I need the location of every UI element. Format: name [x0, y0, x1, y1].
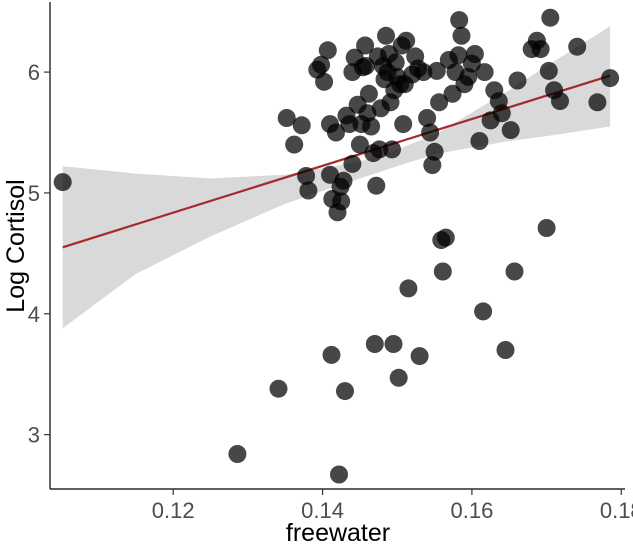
data-point	[492, 104, 511, 123]
data-point	[336, 382, 354, 401]
data-point	[450, 11, 469, 30]
data-point	[330, 465, 348, 484]
data-point	[367, 176, 386, 195]
x-tick-label: 0.12	[152, 498, 195, 523]
data-point	[365, 335, 384, 353]
data-point	[475, 63, 494, 82]
x-tick-label: 0.16	[451, 498, 494, 523]
data-point	[269, 379, 288, 398]
y-tick-label: 4	[28, 302, 40, 327]
y-ticks: 3 4 5 6	[28, 60, 50, 448]
data-point	[321, 165, 339, 184]
data-point	[53, 173, 72, 192]
data-point	[312, 55, 331, 74]
data-point	[299, 181, 318, 200]
axes-layer	[49, 2, 625, 490]
data-point	[399, 279, 418, 298]
data-point	[537, 219, 556, 237]
data-point	[327, 123, 345, 142]
data-point	[356, 36, 375, 55]
data-point	[277, 109, 296, 127]
x-axis-title: freewater	[286, 519, 390, 547]
data-point	[322, 345, 341, 364]
data-point	[425, 142, 444, 161]
data-point	[386, 53, 405, 72]
x-ticks: 0.12 0.14 0.16 0.18	[152, 489, 633, 523]
y-tick-label: 5	[28, 181, 40, 206]
data-point	[452, 26, 471, 45]
data-point	[588, 93, 607, 112]
data-point	[394, 115, 413, 134]
data-point	[551, 92, 569, 111]
data-point	[410, 347, 429, 366]
data-point	[496, 341, 515, 359]
data-point	[505, 262, 524, 281]
data-point	[474, 302, 493, 321]
data-point	[601, 69, 620, 88]
data-point	[470, 132, 489, 150]
data-point	[436, 228, 455, 247]
data-point	[370, 140, 389, 159]
data-point	[531, 40, 550, 59]
regression-line	[62, 74, 611, 249]
data-point	[568, 37, 587, 56]
y-tick-label: 3	[28, 423, 40, 448]
data-point	[501, 121, 520, 140]
x-tick-label: 0.18	[600, 498, 633, 523]
data-point	[285, 135, 304, 154]
data-point	[433, 262, 452, 281]
data-point	[350, 135, 369, 154]
data-point	[541, 8, 560, 27]
data-point	[297, 167, 316, 185]
data-point	[362, 117, 381, 136]
data-point	[397, 31, 416, 50]
data-point	[418, 109, 437, 127]
data-point	[539, 61, 558, 80]
data-point	[359, 84, 378, 103]
points-layer	[53, 8, 620, 484]
data-point	[508, 71, 527, 90]
y-axis-title: Log Cortisol	[2, 179, 30, 312]
data-point	[449, 46, 468, 65]
data-point	[334, 171, 353, 190]
data-point	[343, 154, 362, 173]
data-point	[384, 335, 403, 353]
data-point	[421, 123, 440, 142]
y-tick-label: 6	[28, 60, 40, 85]
data-point	[292, 116, 311, 135]
data-point	[430, 93, 449, 112]
fit-line-layer	[62, 74, 611, 249]
data-point	[414, 63, 433, 82]
data-point	[377, 26, 395, 45]
data-point	[332, 192, 351, 211]
data-point	[423, 156, 442, 175]
data-point	[383, 140, 401, 159]
data-point	[318, 41, 337, 60]
data-point	[389, 368, 408, 387]
data-point	[315, 72, 334, 91]
data-point	[427, 61, 446, 80]
data-point	[228, 445, 247, 463]
x-tick-label: 0.14	[301, 498, 344, 523]
data-point	[465, 45, 484, 63]
